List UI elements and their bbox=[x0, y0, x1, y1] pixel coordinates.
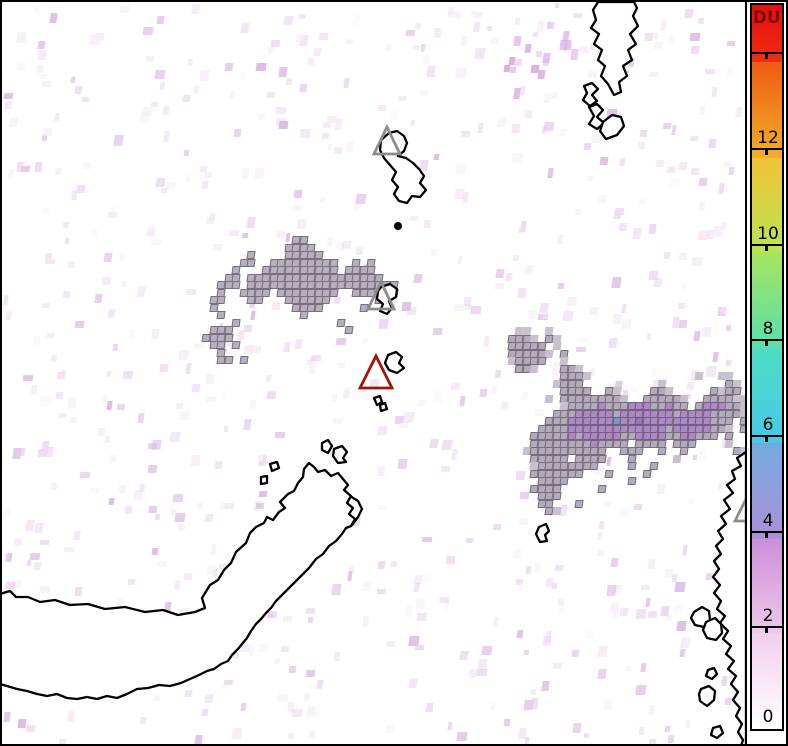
coast-tiny-island-b bbox=[378, 401, 389, 413]
colorbar-boundary-line bbox=[752, 339, 782, 341]
colorbar-tick-label: 2 bbox=[762, 606, 774, 626]
colorbar: 12 10 8 6 4 2 0 DU bbox=[750, 3, 784, 731]
colorbar-boundary-line bbox=[752, 52, 782, 54]
coast-small-island-b bbox=[331, 444, 349, 465]
coast-tagulandang-island bbox=[375, 282, 399, 316]
colorbar-boundary-line bbox=[752, 531, 782, 533]
coast-halmahera-west bbox=[711, 450, 747, 746]
coast-siau-island bbox=[378, 129, 428, 205]
colorbar-tick-dash bbox=[765, 533, 768, 538]
colorbar-tick-dash bbox=[765, 54, 768, 59]
colorbar-boundary-line bbox=[752, 148, 782, 150]
colorbar-gradient bbox=[752, 5, 782, 729]
map-right-border bbox=[745, 0, 747, 746]
coast-east-island-b bbox=[701, 616, 724, 642]
coast-dot-island bbox=[394, 222, 402, 230]
coast-east-island-c bbox=[704, 666, 719, 681]
colorbar-tick-dash bbox=[765, 437, 768, 442]
volcano-marker-gray-north bbox=[371, 123, 403, 156]
map-area bbox=[0, 0, 747, 746]
colorbar-tick-label: 0 bbox=[762, 707, 774, 727]
coastline-and-markers-svg bbox=[0, 0, 747, 746]
colorbar-tick-label: 12 bbox=[757, 128, 779, 148]
colorbar-tick-dash bbox=[765, 246, 768, 251]
volcano-marker-gray-middle bbox=[365, 278, 397, 311]
coast-minahasa-peninsula bbox=[0, 461, 357, 701]
coast-island-chain-a bbox=[581, 81, 600, 108]
colorbar-tick-dash bbox=[765, 628, 768, 633]
colorbar-boundary-line bbox=[752, 626, 782, 628]
colorbar-tick-dash bbox=[765, 341, 768, 346]
colorbar-boundary-line bbox=[752, 435, 782, 437]
volcano-marker-gray-east bbox=[732, 493, 747, 523]
colorbar-unit-label: DU bbox=[752, 8, 782, 27]
colorbar-tick-label: 4 bbox=[762, 511, 774, 531]
coast-tiny-island-a bbox=[372, 394, 384, 407]
colorbar-boundary-line bbox=[752, 244, 782, 246]
coast-island-chain-c bbox=[598, 113, 626, 141]
volcano-marker-red bbox=[357, 352, 395, 390]
colorbar-tick-label: 6 bbox=[762, 415, 774, 435]
colorbar-tick-label: 8 bbox=[762, 319, 774, 339]
coast-small-island-d bbox=[259, 474, 269, 486]
coast-east-island-d bbox=[697, 684, 717, 708]
coast-mayu-island bbox=[534, 522, 551, 544]
colorbar-tick-dash bbox=[765, 150, 768, 155]
coast-east-island-e bbox=[709, 724, 725, 740]
coast-sangihe-island bbox=[589, 0, 640, 97]
coast-small-island-a bbox=[320, 438, 334, 455]
coast-small-island-c bbox=[268, 460, 281, 473]
colorbar-tick-label: 10 bbox=[757, 224, 779, 244]
coast-ruang-island bbox=[383, 350, 406, 375]
